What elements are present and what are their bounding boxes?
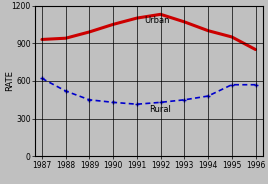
Text: Rural: Rural xyxy=(149,105,171,114)
Text: Urban: Urban xyxy=(144,16,169,25)
Y-axis label: RATE: RATE xyxy=(6,70,14,91)
